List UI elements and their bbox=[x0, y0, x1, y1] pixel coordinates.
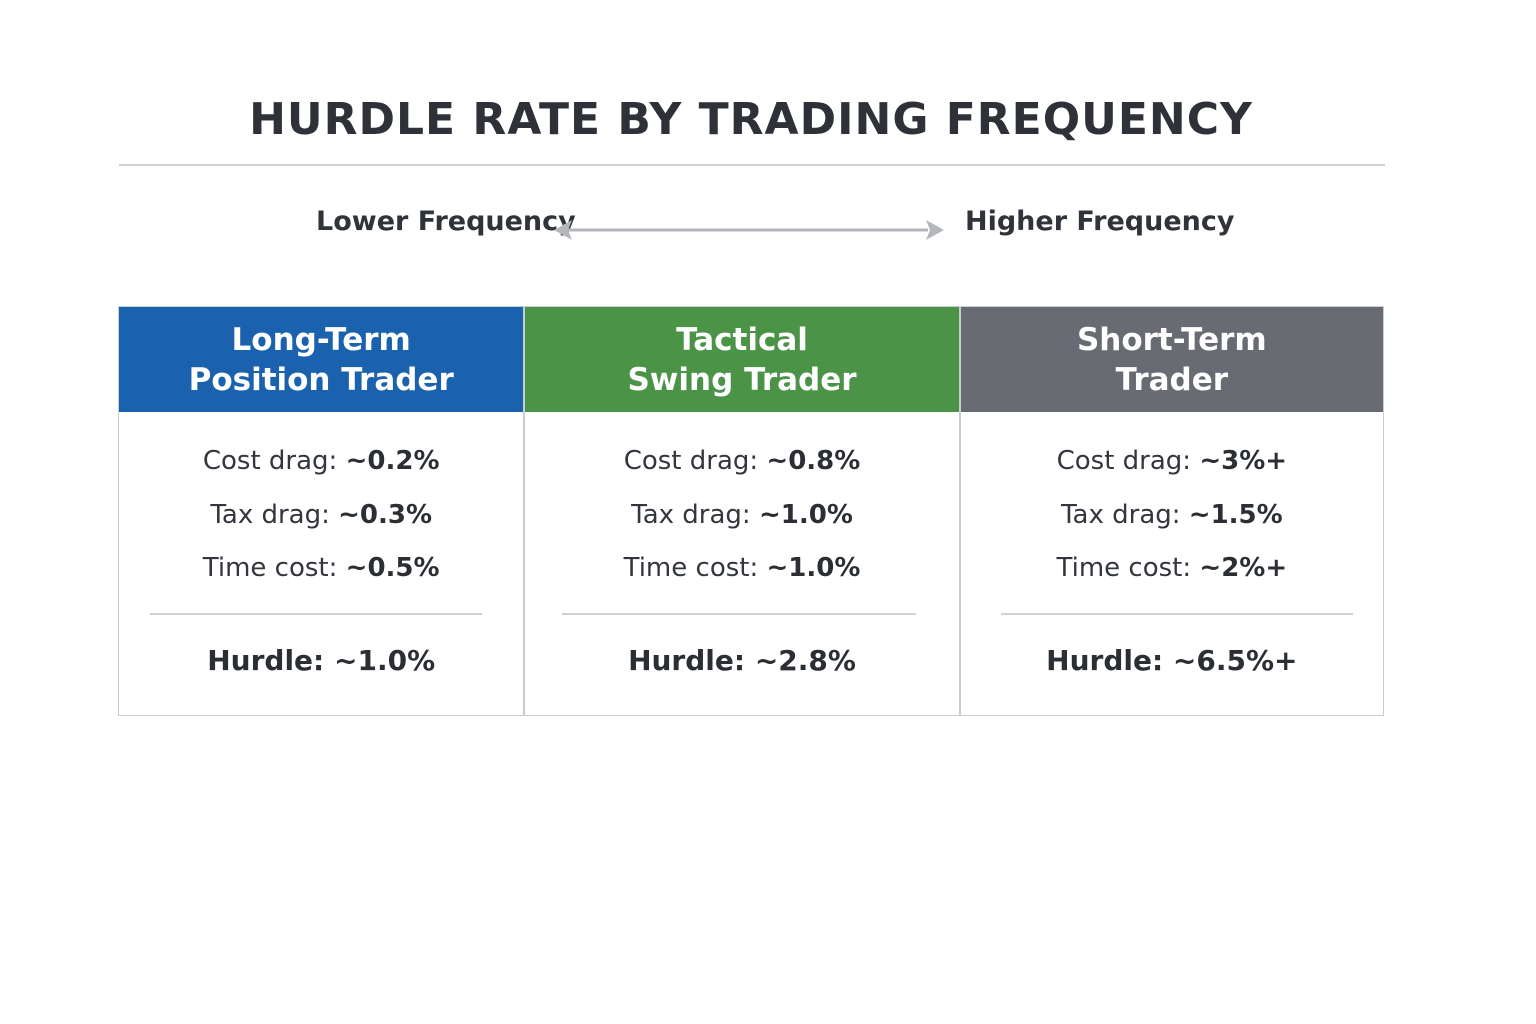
hurdle-row: Hurdle: ~6.5%+ bbox=[961, 644, 1383, 677]
tax-drag-value: ~1.5% bbox=[1188, 500, 1283, 530]
tax-drag-value: ~1.0% bbox=[758, 500, 853, 530]
time-cost-value: ~0.5% bbox=[345, 553, 440, 583]
tax-drag-row: Tax drag: ~0.3% bbox=[119, 500, 523, 530]
hurdle-value: ~2.8% bbox=[754, 644, 856, 677]
column-short-term: Short-Term Trader Cost drag: ~3%+ Tax dr… bbox=[958, 307, 1383, 717]
column-header-tactical: Tactical Swing Trader bbox=[525, 307, 959, 412]
column-title-line1: Tactical bbox=[676, 321, 808, 358]
cost-drag-row: Cost drag: ~0.8% bbox=[525, 446, 958, 476]
lower-frequency-label: Lower Frequency bbox=[316, 206, 576, 237]
cost-drag-value: ~3%+ bbox=[1199, 446, 1288, 476]
higher-frequency-label: Higher Frequency bbox=[965, 206, 1235, 237]
column-divider bbox=[150, 613, 482, 615]
cost-drag-label: Cost drag: bbox=[202, 446, 346, 476]
comparison-grid: Long-Term Position Trader Cost drag: ~0.… bbox=[118, 306, 1384, 716]
column-title-line1: Long-Term bbox=[231, 321, 411, 358]
column-tactical: Tactical Swing Trader Cost drag: ~0.8% T… bbox=[523, 307, 959, 717]
tax-drag-row: Tax drag: ~1.5% bbox=[961, 500, 1383, 530]
time-cost-label: Time cost: bbox=[202, 553, 346, 583]
column-header-long-term: Long-Term Position Trader bbox=[119, 307, 524, 412]
cost-drag-value: ~0.2% bbox=[345, 446, 440, 476]
time-cost-label: Time cost: bbox=[623, 553, 767, 583]
time-cost-row: Time cost: ~2%+ bbox=[961, 553, 1383, 583]
column-title-line1: Short-Term bbox=[1076, 321, 1267, 358]
double-arrow-icon bbox=[554, 220, 944, 240]
time-cost-row: Time cost: ~1.0% bbox=[525, 553, 958, 583]
cost-drag-label: Cost drag: bbox=[623, 446, 767, 476]
tax-drag-row: Tax drag: ~1.0% bbox=[525, 500, 958, 530]
tax-drag-label: Tax drag: bbox=[1060, 500, 1189, 530]
tax-drag-value: ~0.3% bbox=[338, 500, 433, 530]
column-title-line2: Trader bbox=[1115, 361, 1229, 398]
cost-drag-row: Cost drag: ~0.2% bbox=[119, 446, 523, 476]
column-body: Cost drag: ~3%+ Tax drag: ~1.5% Time cos… bbox=[961, 412, 1383, 717]
cost-drag-label: Cost drag: bbox=[1056, 446, 1200, 476]
arrow-head-left bbox=[554, 220, 572, 240]
hurdle-label: Hurdle: bbox=[1046, 644, 1173, 677]
column-title-line2: Position Trader bbox=[188, 361, 454, 398]
cost-drag-row: Cost drag: ~3%+ bbox=[961, 446, 1383, 476]
hurdle-row: Hurdle: ~1.0% bbox=[119, 644, 523, 677]
column-body: Cost drag: ~0.8% Tax drag: ~1.0% Time co… bbox=[525, 412, 958, 717]
column-header-short-term: Short-Term Trader bbox=[960, 307, 1383, 412]
column-long-term: Long-Term Position Trader Cost drag: ~0.… bbox=[119, 307, 524, 717]
column-divider bbox=[1000, 613, 1353, 615]
hurdle-label: Hurdle: bbox=[628, 644, 755, 677]
arrow-head-right bbox=[926, 220, 944, 240]
hurdle-value: ~1.0% bbox=[334, 644, 436, 677]
cost-drag-value: ~0.8% bbox=[766, 446, 861, 476]
time-cost-row: Time cost: ~0.5% bbox=[119, 553, 523, 583]
hurdle-label: Hurdle: bbox=[207, 644, 334, 677]
time-cost-value: ~1.0% bbox=[766, 553, 861, 583]
hurdle-row: Hurdle: ~2.8% bbox=[525, 644, 958, 677]
tax-drag-label: Tax drag: bbox=[210, 500, 339, 530]
time-cost-value: ~2%+ bbox=[1199, 553, 1288, 583]
time-cost-label: Time cost: bbox=[1056, 553, 1200, 583]
hurdle-value: ~6.5%+ bbox=[1172, 644, 1298, 677]
tax-drag-label: Tax drag: bbox=[631, 500, 759, 530]
column-title-line2: Swing Trader bbox=[627, 361, 857, 398]
column-body: Cost drag: ~0.2% Tax drag: ~0.3% Time co… bbox=[119, 412, 523, 717]
column-divider bbox=[562, 613, 917, 615]
page-title: HURDLE RATE BY TRADING FREQUENCY bbox=[249, 94, 1253, 145]
title-divider bbox=[119, 164, 1385, 166]
